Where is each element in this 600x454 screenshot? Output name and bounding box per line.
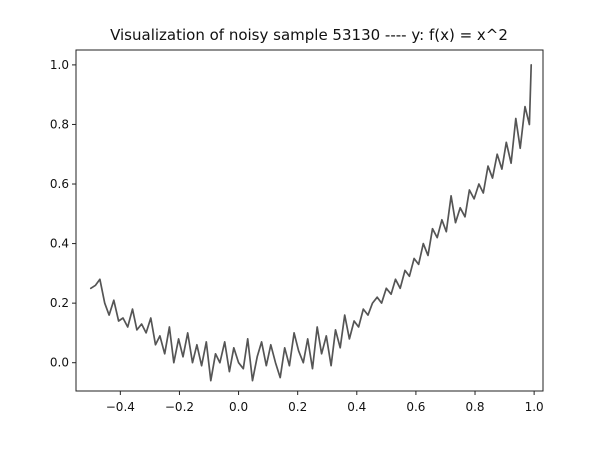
series-line-0 (89, 64, 533, 382)
y-tick-label: 0.0 (50, 356, 69, 370)
x-tick-label: 0.8 (465, 400, 484, 414)
plot-area (89, 64, 533, 382)
y-tick-label: 0.6 (50, 177, 69, 191)
chart-title: Visualization of noisy sample 53130 ----… (110, 26, 508, 44)
x-tick-label: −0.2 (165, 400, 194, 414)
y-tick-label: 0.2 (50, 296, 69, 310)
axes: −0.4 −0.2 0.0 0.2 0.4 0.6 0.8 1.0 0.0 0.2 0.4 0.6 0.… (50, 49, 544, 414)
x-tick-label: 1.0 (525, 400, 544, 414)
plot-frame (75, 49, 544, 392)
x-tick-label: 0.6 (406, 400, 425, 414)
x-tick-label: 0.4 (347, 400, 366, 414)
y-tick-label: 0.8 (50, 117, 69, 131)
y-tick-label: 1.0 (50, 58, 69, 72)
y-tick-label: 0.4 (50, 237, 69, 251)
x-tick-label: 0.0 (229, 400, 248, 414)
x-tick-label: 0.2 (288, 400, 307, 414)
x-tick-label: −0.4 (106, 400, 135, 414)
